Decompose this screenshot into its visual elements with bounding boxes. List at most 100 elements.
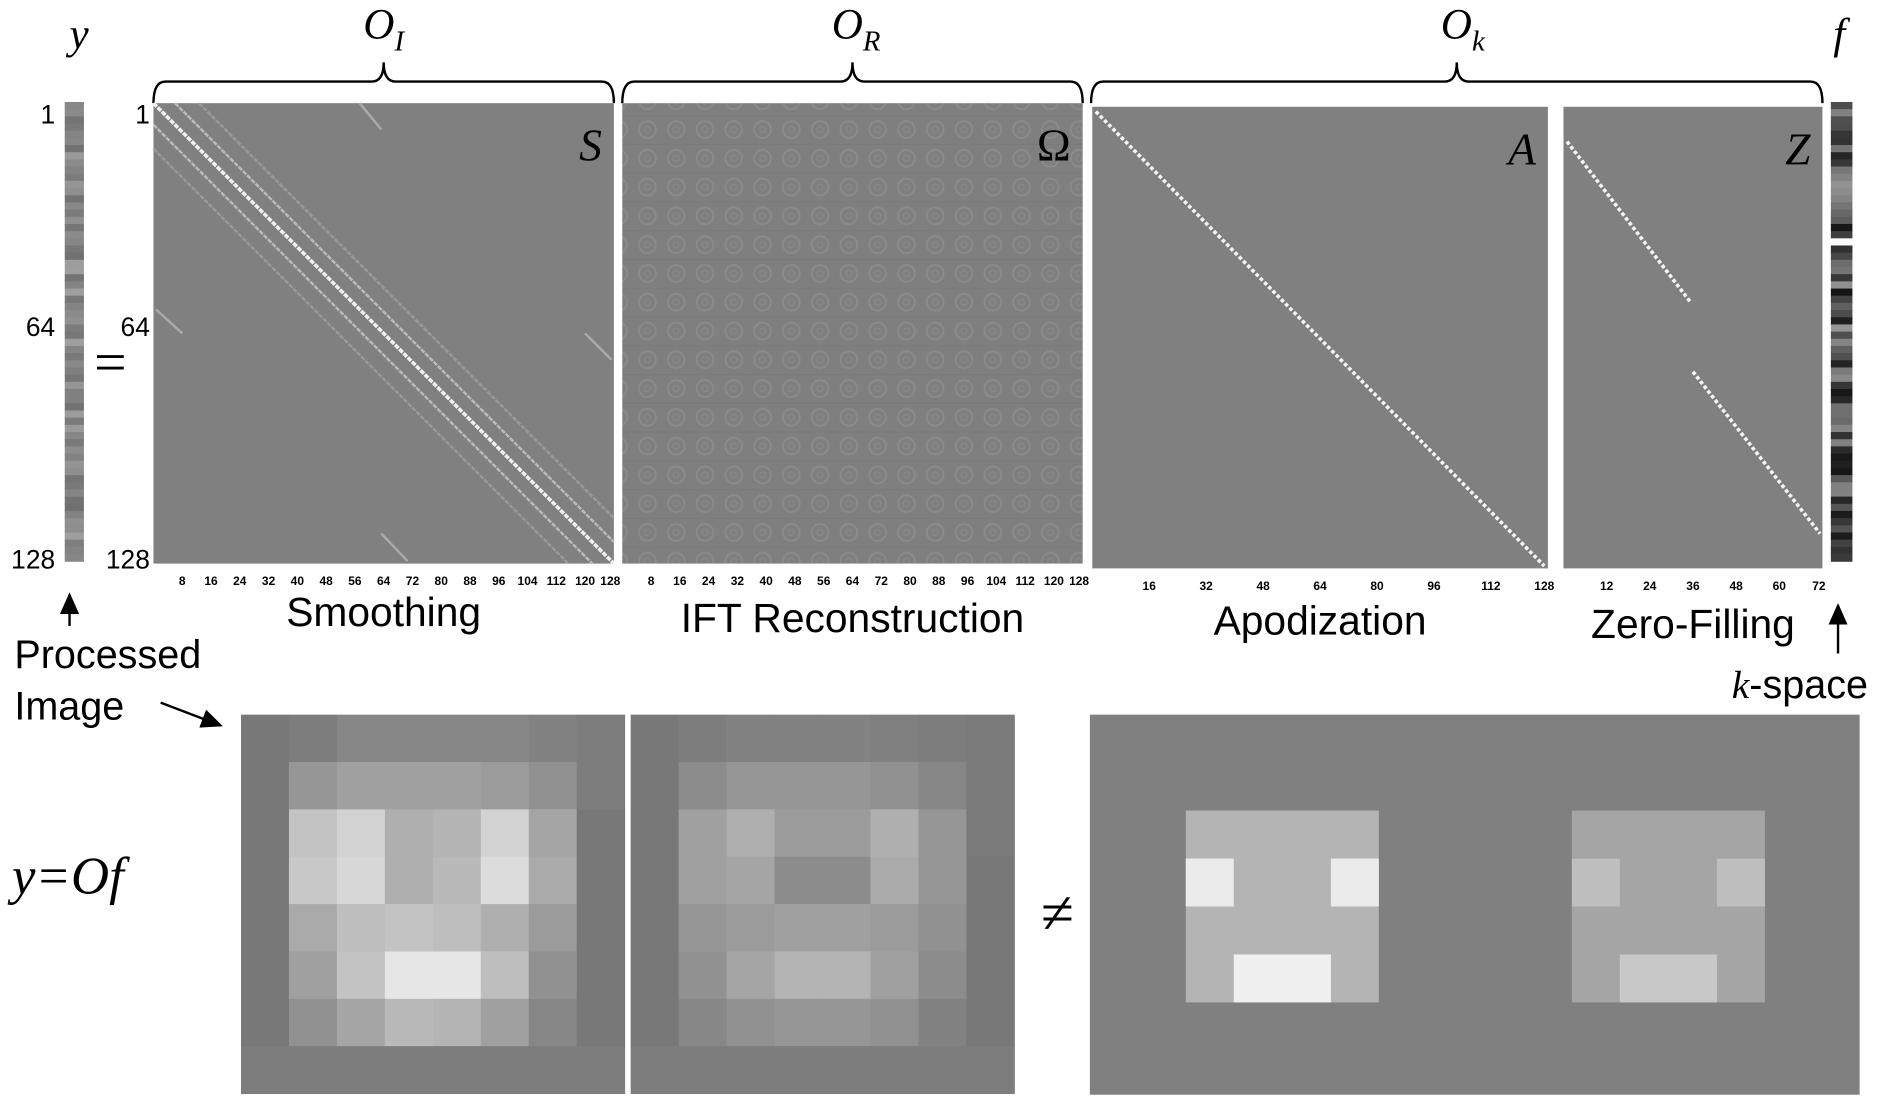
x-tick-label: 80 xyxy=(903,574,917,588)
pixel xyxy=(481,951,529,999)
pixel xyxy=(1331,859,1379,907)
vector-cell xyxy=(1831,188,1853,196)
pixel xyxy=(577,857,625,905)
pixel xyxy=(433,715,481,763)
vector-cell xyxy=(1831,159,1853,167)
pixel xyxy=(631,809,679,857)
vector-cell xyxy=(1831,167,1853,175)
vector-cell xyxy=(65,109,84,117)
vector-cell xyxy=(65,403,84,411)
vector-cell xyxy=(1831,411,1853,419)
pixel xyxy=(241,809,289,857)
vector-cell xyxy=(1831,504,1853,512)
pixel xyxy=(775,809,823,857)
vector-cell xyxy=(65,532,84,540)
vector-cell xyxy=(65,360,84,368)
pixel xyxy=(679,999,727,1047)
operator-subscript: k xyxy=(1472,25,1486,57)
row-label: 1 xyxy=(135,100,150,130)
pixel xyxy=(529,809,577,857)
vector-cell xyxy=(65,396,84,404)
vector-cell xyxy=(65,181,84,189)
pixel xyxy=(385,762,433,810)
vector-cell xyxy=(1831,468,1853,476)
pixel xyxy=(823,715,871,763)
y-label: y xyxy=(66,11,90,58)
pixel xyxy=(481,857,529,905)
page: {"equation": {"lhs": "y", "equals": "=",… xyxy=(0,0,1880,1096)
pixel xyxy=(433,857,481,905)
pixel xyxy=(529,762,577,810)
matrix-caption: IFT Reconstruction xyxy=(681,595,1025,641)
vector-cell xyxy=(1831,432,1853,440)
vector-cell xyxy=(65,217,84,225)
pixel xyxy=(529,1046,577,1094)
row-label: 128 xyxy=(11,544,55,574)
vector-cell xyxy=(1831,396,1853,404)
pixel xyxy=(1620,954,1717,1002)
figure: 116464128128SSmoothing816243240485664728… xyxy=(0,0,1880,1096)
x-tick-label: 24 xyxy=(702,574,716,588)
pixel xyxy=(966,715,1014,763)
vector-cell xyxy=(65,554,84,562)
vector-cell xyxy=(1831,267,1853,275)
vector-cell xyxy=(65,303,84,311)
pixel xyxy=(481,999,529,1047)
pixel xyxy=(823,999,871,1047)
vector-cell xyxy=(65,167,84,175)
pixel xyxy=(241,715,289,763)
pixel xyxy=(529,904,577,952)
pixel xyxy=(823,1046,871,1094)
operator-label: OI xyxy=(363,1,405,57)
operator-symbol: O xyxy=(832,1,863,48)
pixel xyxy=(529,715,577,763)
vector-cell xyxy=(1831,497,1853,505)
x-tick-label: 120 xyxy=(1044,574,1064,588)
x-tick-label: 72 xyxy=(875,574,889,588)
operator-label: OR xyxy=(832,1,881,57)
pixel xyxy=(775,857,823,905)
pixel xyxy=(337,1046,385,1094)
pixel xyxy=(918,904,966,952)
vector-cell xyxy=(1831,260,1853,268)
pixel xyxy=(337,715,385,763)
f-label: f xyxy=(1833,11,1850,58)
pixel xyxy=(870,999,918,1047)
pixel xyxy=(337,951,385,999)
vector-cell xyxy=(65,418,84,426)
pixel xyxy=(966,809,1014,857)
vector-cell xyxy=(1831,367,1853,375)
processed-image-label: Image xyxy=(14,684,124,728)
vector-cell xyxy=(1831,296,1853,304)
vector-cell xyxy=(1831,489,1853,497)
pixel xyxy=(289,999,337,1047)
matrix-symbol: S xyxy=(579,120,602,171)
x-tick-label: 104 xyxy=(986,574,1006,588)
x-tick-label: 120 xyxy=(575,574,595,588)
pixel xyxy=(577,809,625,857)
vector-cell xyxy=(1831,152,1853,160)
vector-cell xyxy=(1831,360,1853,368)
pixel xyxy=(775,762,823,810)
x-tick-label: 112 xyxy=(547,574,567,588)
x-tick-label: 64 xyxy=(377,574,391,588)
pixel xyxy=(823,951,871,999)
matrix-caption: Smoothing xyxy=(286,589,481,635)
matrix-symbol: A xyxy=(1505,123,1536,174)
arrow xyxy=(161,703,221,726)
pixel xyxy=(433,1046,481,1094)
pixel xyxy=(577,1046,625,1094)
vector-cell xyxy=(65,375,84,383)
brace xyxy=(1091,62,1822,103)
x-tick-label: 32 xyxy=(262,574,276,588)
pixel xyxy=(870,1046,918,1094)
pixel xyxy=(727,999,775,1047)
pixel xyxy=(241,951,289,999)
vector-cell xyxy=(1831,425,1853,433)
vector-cell xyxy=(1831,382,1853,390)
pixel xyxy=(870,715,918,763)
pixel xyxy=(433,999,481,1047)
vector-cell xyxy=(65,296,84,304)
vector-cell xyxy=(1831,138,1853,146)
